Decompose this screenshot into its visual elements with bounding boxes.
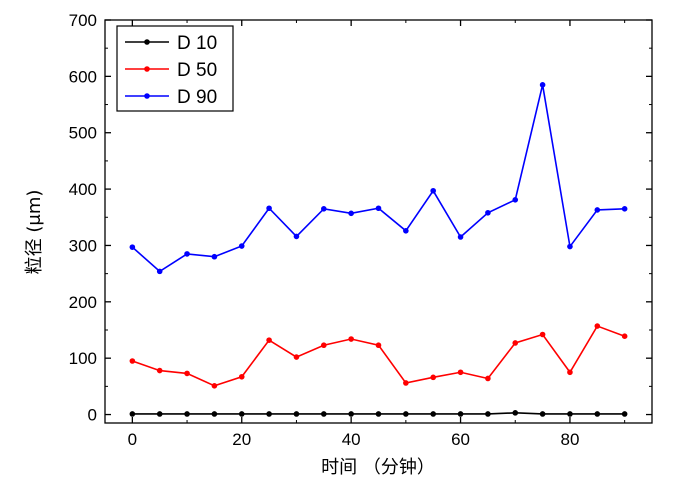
data-point-d-90: [621, 206, 628, 212]
data-point-d-50: [567, 369, 573, 376]
data-point-d-90: [129, 244, 136, 250]
legend-label-d-50: D 50: [177, 60, 217, 81]
legend: D 10 D 50 D 90: [116, 25, 234, 112]
series-d-90: [129, 82, 628, 275]
legend-label-d-10: D 10: [177, 33, 217, 54]
data-point-d-90: [594, 207, 601, 213]
data-point-d-90: [485, 209, 491, 216]
data-point-d-10: [375, 411, 382, 417]
data-point-d-50: [211, 383, 218, 389]
series-d-10: [129, 410, 628, 417]
data-point-d-10: [621, 411, 628, 417]
data-point-d-90: [321, 206, 327, 212]
data-point-d-90: [211, 253, 218, 260]
series-line-d-50: [132, 325, 625, 387]
y-tick-label: 300: [69, 236, 97, 255]
x-tick-label: 80: [560, 430, 579, 449]
series-d-50: [129, 323, 628, 389]
series-layer: [129, 82, 628, 417]
data-point-d-50: [539, 331, 546, 338]
y-tick-label: 400: [69, 180, 97, 199]
legend-marker-d-50: [144, 66, 150, 72]
y-tick-label: 500: [69, 124, 97, 143]
data-point-d-10: [321, 411, 327, 417]
data-point-d-10: [129, 411, 136, 417]
data-point-d-50: [184, 370, 190, 377]
data-point-d-90: [266, 205, 272, 212]
data-point-d-90: [403, 228, 409, 234]
data-point-d-10: [348, 411, 354, 417]
data-point-d-50: [375, 342, 382, 349]
legend-label-d-90: D 90: [177, 87, 217, 108]
data-point-d-50: [321, 342, 327, 349]
x-tick-label: 20: [232, 430, 251, 449]
data-point-d-10: [485, 411, 491, 417]
data-point-d-50: [430, 374, 437, 381]
data-point-d-50: [485, 375, 491, 382]
legend-marker-d-10: [144, 39, 150, 45]
data-point-d-90: [539, 82, 546, 88]
data-point-d-10: [211, 411, 218, 417]
data-point-d-90: [375, 205, 382, 212]
data-point-d-50: [348, 336, 354, 342]
plot-frame: [104, 19, 653, 424]
data-point-d-10: [430, 411, 437, 417]
x-axis-title: 时间 （分钟）: [321, 457, 435, 478]
data-point-d-10: [512, 410, 519, 416]
x-tick-label: 40: [342, 430, 361, 449]
data-point-d-50: [457, 369, 464, 376]
data-point-d-10: [156, 411, 163, 417]
x-tick-label: 0: [128, 430, 137, 449]
data-point-d-90: [567, 243, 573, 250]
data-point-d-50: [266, 337, 272, 343]
data-point-d-10: [238, 411, 245, 417]
data-point-d-90: [238, 243, 245, 249]
data-point-d-90: [293, 233, 300, 240]
series-line-d-90: [131, 84, 625, 273]
data-point-d-50: [129, 358, 136, 364]
data-point-d-10: [266, 411, 272, 417]
data-point-d-10: [594, 411, 601, 417]
y-tick-label: 100: [69, 349, 97, 368]
y-tick-label: 0: [88, 406, 97, 425]
y-tick-label: 600: [69, 67, 97, 86]
data-point-d-90: [348, 210, 354, 217]
data-point-d-50: [621, 333, 628, 340]
data-point-d-50: [238, 373, 245, 380]
data-point-d-50: [156, 367, 163, 374]
data-point-d-10: [567, 411, 573, 417]
data-point-d-90: [184, 251, 190, 257]
data-point-d-10: [184, 411, 190, 417]
data-point-d-50: [403, 380, 409, 386]
data-point-d-90: [457, 234, 464, 240]
legend-marker-d-90: [144, 93, 150, 99]
data-point-d-10: [293, 411, 300, 417]
y-tick-label: 700: [69, 11, 97, 30]
x-tick-label: 60: [451, 430, 470, 449]
y-tick-label: 200: [69, 293, 97, 312]
axes: 0 100 200 300 400 500 600 700 0 20 40 60 80: [69, 11, 653, 449]
data-point-d-50: [512, 340, 519, 346]
y-axis-title: 粒径 (μm): [24, 190, 45, 275]
data-point-d-10: [403, 411, 409, 417]
data-point-d-90: [512, 197, 519, 203]
data-point-d-50: [594, 323, 601, 329]
data-point-d-90: [430, 187, 437, 194]
data-point-d-50: [293, 354, 300, 360]
data-point-d-10: [457, 411, 464, 417]
data-point-d-90: [156, 268, 163, 275]
data-point-d-10: [539, 411, 546, 417]
